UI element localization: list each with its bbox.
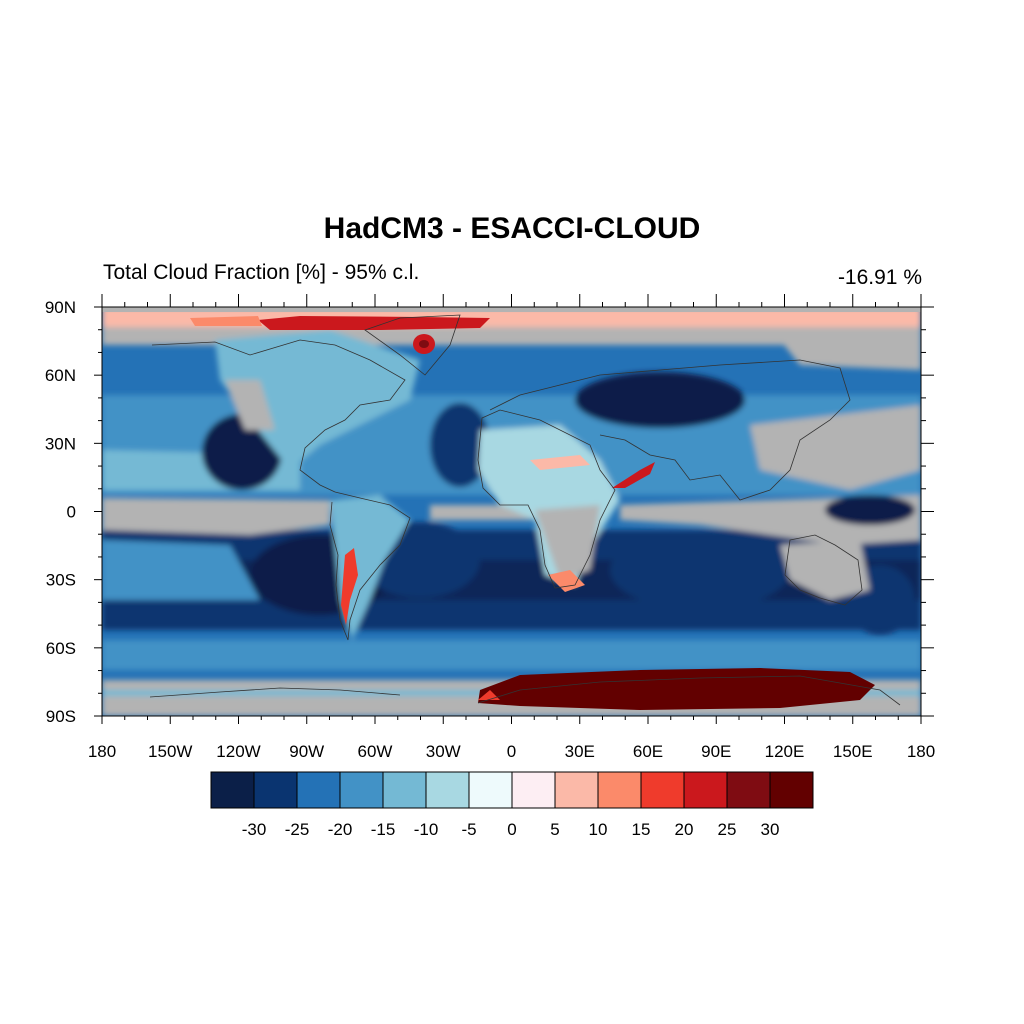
colorbar-swatch: [468, 771, 513, 809]
colorbar-swatch: [253, 771, 298, 809]
map-subtitle: Total Cloud Fraction [%] - 95% c.l.: [103, 261, 420, 284]
colorbar-label: -20: [328, 820, 353, 839]
lat-label: 60N: [45, 366, 76, 385]
lon-label: 60E: [633, 742, 663, 761]
lon-label: 0: [507, 742, 516, 761]
colorbar-swatch: [597, 771, 642, 809]
lon-label: 30W: [426, 742, 461, 761]
lon-label: 30E: [565, 742, 595, 761]
colorbar-label: 15: [632, 820, 651, 839]
lon-label: 60W: [358, 742, 393, 761]
global-mean-value: -16.91 %: [837, 266, 922, 289]
coastlines: [149, 314, 901, 706]
colorbar-label: -10: [414, 820, 439, 839]
colorbar-swatch: [554, 771, 599, 809]
lon-label: 120W: [216, 742, 260, 761]
map-field: [102, 307, 921, 716]
colorbar-swatch: [425, 771, 470, 809]
lon-label: 180: [907, 742, 935, 761]
colorbar-swatch: [640, 771, 685, 809]
lon-label: 120E: [765, 742, 805, 761]
lat-label: 0: [67, 503, 76, 522]
lat-label: 90N: [45, 298, 76, 317]
colorbar-swatch: [339, 771, 384, 809]
colorbar-label: 30: [761, 820, 780, 839]
colorbar-swatch: [769, 771, 814, 809]
colorbar-label: 0: [507, 820, 516, 839]
latitude-ticks: 90N 60N 30N 0 30S 60S 90S: [45, 298, 934, 726]
longitude-ticks: 180 150W 120W 90W 60W 30W 0 30E 60E 90E 120E 150E 18…: [88, 294, 935, 761]
colorbar-swatch: [382, 771, 427, 809]
colorbar-label: -5: [461, 820, 476, 839]
colorbar-label: -25: [285, 820, 310, 839]
lat-label: 60S: [46, 639, 76, 658]
lat-label: 30N: [45, 434, 76, 453]
colorbar-label: 5: [550, 820, 559, 839]
colorbar-swatch: [511, 771, 556, 809]
colorbar-label: 10: [589, 820, 608, 839]
colorbar-label: -15: [371, 820, 396, 839]
colorbar-swatch: [296, 771, 341, 809]
lat-label: 90S: [46, 707, 76, 726]
colorbar-label: 25: [718, 820, 737, 839]
lon-label: 90W: [289, 742, 324, 761]
lon-label: 180: [88, 742, 116, 761]
colorbar: -30 -25 -20 -15 -10 -5 0 5 10 15 20 25 30: [210, 771, 814, 839]
lon-label: 150E: [833, 742, 873, 761]
map-title: HadCM3 - ESACCI-CLOUD: [323, 212, 701, 245]
colorbar-label: -30: [242, 820, 267, 839]
colorbar-swatch: [726, 771, 771, 809]
colorbar-label: 20: [675, 820, 694, 839]
colorbar-swatch: [210, 771, 255, 809]
colorbar-swatch: [683, 771, 728, 809]
lat-label: 30S: [46, 571, 76, 590]
lon-label: 90E: [701, 742, 731, 761]
lon-label: 150W: [148, 742, 192, 761]
